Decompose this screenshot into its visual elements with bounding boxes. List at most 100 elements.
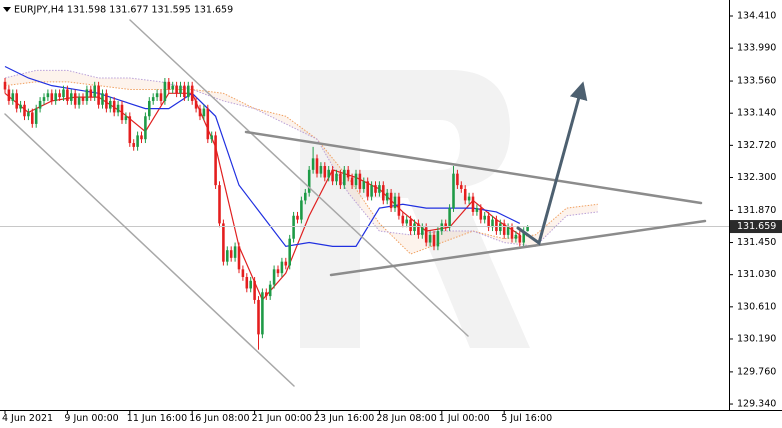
candle-body — [202, 108, 206, 117]
candle-body — [483, 215, 486, 220]
candle-body — [128, 116, 132, 144]
candle-body — [475, 208, 479, 212]
candle-body — [54, 93, 57, 101]
candle-body — [38, 100, 42, 109]
candle-body — [85, 89, 89, 101]
candle-body — [343, 169, 346, 186]
candle-body — [428, 234, 432, 243]
candle-body — [307, 169, 311, 193]
current-price-box — [730, 220, 782, 234]
candle-body — [155, 93, 159, 98]
candle-body — [46, 93, 50, 98]
candle-body — [89, 89, 93, 98]
candle-body — [495, 219, 498, 232]
candle-body — [265, 292, 268, 297]
candle-body — [397, 196, 401, 216]
candle-body — [491, 219, 494, 228]
candle-body — [315, 158, 319, 174]
candle-body — [105, 93, 108, 109]
candle-body — [335, 173, 338, 182]
candle-body — [27, 112, 30, 117]
current-price-label: 131.659 — [737, 221, 776, 232]
y-tick-label: 129.760 — [737, 366, 776, 377]
y-tick-label: 132.720 — [737, 140, 776, 151]
candle-body — [58, 93, 61, 98]
candle-body — [257, 299, 260, 335]
forecast-arrow — [516, 81, 588, 246]
cloud-span — [4, 69, 598, 247]
candle-body — [366, 181, 369, 197]
candle-body — [167, 81, 171, 90]
channel-line — [129, 19, 469, 337]
menu-triangle[interactable] — [3, 7, 11, 12]
candle-body — [109, 100, 112, 109]
candle-body — [487, 215, 490, 228]
candle-body — [171, 85, 174, 90]
candle-body — [327, 169, 330, 178]
candle-body — [518, 234, 522, 243]
candle-body — [187, 85, 190, 98]
candle-body — [218, 185, 221, 224]
candle-body — [233, 246, 237, 258]
candle-body — [276, 269, 280, 274]
candle-body — [436, 231, 440, 247]
candle-body — [272, 269, 276, 285]
candle-body — [175, 85, 178, 94]
candle-body — [471, 196, 475, 212]
candle-body — [448, 208, 451, 228]
candle-body — [73, 93, 77, 105]
candle-body — [11, 93, 15, 101]
candle-body — [432, 234, 436, 247]
watermark — [300, 70, 530, 348]
candle-body — [77, 97, 81, 105]
candle-body — [284, 261, 288, 266]
candle-body — [101, 93, 104, 105]
candle-body — [331, 169, 334, 182]
y-tick-label: 134.410 — [737, 10, 776, 21]
candle-body — [241, 269, 245, 277]
candle-body — [50, 93, 54, 101]
candle-body — [190, 85, 194, 101]
triangle-line — [329, 219, 707, 277]
candle-body — [460, 185, 463, 189]
candle-body — [510, 227, 514, 239]
candle-body — [7, 89, 11, 101]
candle-body — [120, 104, 124, 121]
candle-body — [401, 215, 405, 224]
candle-body — [206, 108, 210, 140]
y-tick-label: 130.610 — [737, 301, 776, 312]
candle-body — [93, 85, 96, 98]
candle-body — [522, 231, 525, 243]
candle-body — [112, 100, 116, 113]
candle-body — [350, 177, 354, 186]
candle-body — [97, 85, 100, 105]
plot-area — [0, 65, 729, 350]
candle-body — [3, 81, 7, 90]
candle-body — [245, 276, 249, 289]
candle-body — [444, 223, 447, 228]
candle-body — [440, 223, 444, 232]
candle-body — [362, 181, 366, 189]
candle-body — [409, 219, 412, 232]
candle-body — [452, 173, 455, 209]
x-tick-label: 23 Jun 16:00 — [314, 413, 374, 424]
cloud-fill — [4, 70, 598, 255]
channel-line — [4, 113, 295, 387]
annotations — [4, 19, 707, 387]
candle-body — [502, 223, 506, 235]
candle-body — [479, 208, 483, 220]
candle-body — [151, 97, 155, 101]
y-tick-label: 131.870 — [737, 205, 776, 216]
candle-body — [413, 223, 416, 232]
candle-body — [62, 89, 65, 98]
candle-body — [42, 97, 46, 101]
candle-body — [393, 196, 397, 209]
candle-body — [385, 192, 389, 201]
candle-body — [124, 116, 128, 121]
candle-body — [389, 192, 393, 209]
candle-body — [292, 215, 295, 239]
candle-body — [311, 158, 315, 170]
candle-body — [222, 223, 225, 262]
